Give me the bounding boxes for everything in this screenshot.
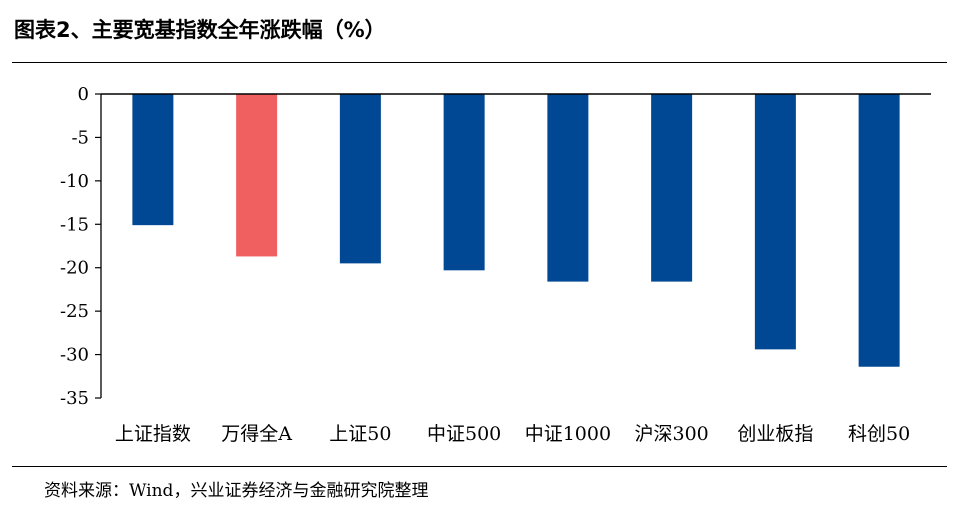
bar-8 (858, 94, 900, 367)
x-category-label: 上证指数 (115, 423, 191, 445)
y-tick-label: -30 (60, 345, 89, 366)
x-category-label: 万得全A (221, 423, 292, 445)
bar-4 (443, 94, 485, 271)
chart-title: 图表2、主要宽基指数全年涨跌幅（%） (14, 18, 386, 42)
y-tick-label: 0 (78, 84, 89, 105)
y-tick-label: -35 (60, 388, 89, 409)
x-category-label: 沪深300 (634, 423, 708, 445)
bar-6 (651, 94, 693, 282)
source-divider (12, 466, 947, 467)
y-tick-label: -15 (60, 214, 89, 235)
source-note: 资料来源：Wind，兴业证券经济与金融研究院整理 (44, 481, 429, 501)
y-tick-label: -10 (60, 171, 89, 192)
bar-5 (547, 94, 589, 282)
x-category-label: 创业板指 (737, 423, 813, 445)
title-divider (12, 62, 947, 63)
x-category-label: 科创50 (848, 423, 910, 445)
bar-3 (339, 94, 381, 264)
y-tick-label: -5 (71, 127, 89, 148)
y-tick-label: -25 (60, 301, 89, 322)
x-category-label: 中证500 (427, 423, 501, 445)
y-tick-label: -20 (60, 258, 89, 279)
bar-7 (754, 94, 796, 350)
x-category-label: 中证1000 (525, 423, 611, 445)
x-category-label: 上证50 (329, 423, 391, 445)
bar-1 (132, 94, 174, 226)
bar-2 (236, 94, 278, 257)
